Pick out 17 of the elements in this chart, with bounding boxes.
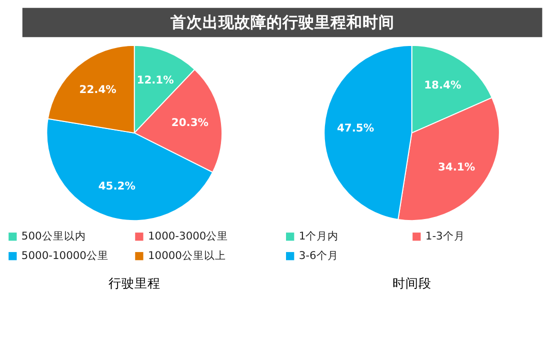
legend-label: 10000公里以上 [148,249,226,262]
data-label: 45.2% [98,180,136,193]
text: 行驶里程 [108,275,160,290]
legend-label: 3-6个月 [298,249,338,262]
legend-label: 1000-3000公里 [148,230,228,243]
data-label: 34.1% [438,160,476,174]
legend-label: 5000-10000公里 [21,249,108,262]
data-label: 18.4% [424,78,462,92]
legend-label: 1-3个月 [425,230,465,243]
text: 首次出现故障的行驶里程和时间 [169,13,394,32]
text: 时间段 [392,275,432,290]
data-label: 47.5% [336,121,374,134]
data-label: 22.4% [79,82,117,96]
data-label: 20.3% [171,116,209,130]
legend-label: 500公里以内 [21,230,86,243]
data-label: 12.1% [136,73,174,86]
legend-label: 1个月内 [298,230,339,243]
